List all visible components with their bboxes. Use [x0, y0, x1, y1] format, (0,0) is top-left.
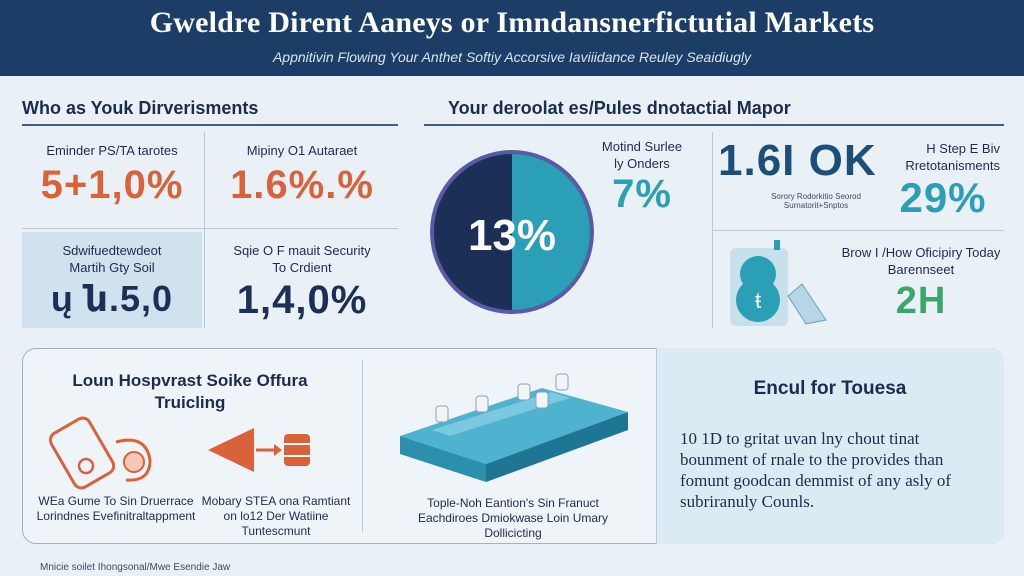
tray-slot-2	[476, 402, 538, 422]
big-stat: 1.6I OK Sorory Rodorkitio Seorod Surnato…	[718, 136, 878, 210]
stat-card-2-value: 1.6%.%	[230, 163, 374, 207]
stat-card-4-label: Sqie O F mauit Security To Crdient	[233, 243, 371, 275]
small-stat: Motind Surlee ly Onders 7%	[592, 138, 692, 217]
bottom-right-title: Encul for Touesa	[753, 378, 907, 399]
footer-note: Mnicie soilet Ihongsonal/Mwe Esendie Jaw	[40, 562, 231, 573]
left-grid-vdivider	[204, 132, 205, 328]
pie-chart: 13%	[430, 150, 594, 314]
step-stat-label: H Step E Biv Rretotanisments	[905, 141, 1000, 173]
tray-illustration	[400, 373, 628, 482]
left-section-rule	[22, 124, 398, 126]
caption-b: Mobary STEA ona Ramtiant on lo12 Der Wat…	[201, 494, 351, 538]
bottom-divider	[362, 360, 363, 532]
coin-symbol: ŧ	[755, 288, 761, 313]
left-section-title: Who as Youk Dirverisments	[22, 98, 259, 118]
coin-icon: ŧ	[730, 240, 827, 326]
stat-card-4: Sqie O F mauit Security To Crdient 1,4,0…	[206, 242, 398, 323]
bottom-right-text: 10 1D to gritat uvan lny chout tinat bou…	[680, 429, 952, 511]
stat-card-2: Mipiny O1 Autaraet 1.6%.%	[206, 142, 398, 208]
bottom-right-box	[656, 348, 1004, 544]
arrow-cylinder-icon	[208, 428, 310, 472]
step-stat: H Step E Biv Rretotanisments 29%	[882, 140, 1004, 222]
tray-top-shape	[400, 388, 628, 464]
phone-icon	[48, 416, 152, 490]
right-grid-hdivider	[712, 230, 1004, 231]
big-stat-value: 1.6I OK	[718, 136, 877, 185]
brow-stat-label: Brow I /How Oficipiry Today Barennseet	[841, 245, 1001, 277]
stat-card-1-label: Eminder PS/TA tarotes	[46, 143, 178, 158]
tray-cup-3	[517, 383, 531, 401]
hand-shape	[115, 438, 152, 482]
stat-card-2-label: Mipiny O1 Autaraet	[246, 143, 358, 158]
phone-body-shape	[48, 416, 116, 490]
stat-card-1-value: 5+1,0%	[40, 163, 184, 207]
stat-card-1: Eminder PS/TA tarotes 5+1,0%	[22, 142, 202, 208]
tray-cup-2	[475, 395, 489, 413]
tray-cup-4	[535, 391, 549, 409]
tray-slot-1	[432, 416, 494, 436]
hand-palm-shape	[123, 451, 145, 473]
brow-stat: Brow I /How Oficipiry Today Barennseet 2…	[838, 244, 1004, 323]
header-banner: Gweldre Dirent Aaneys or Imndansnerfictu…	[0, 0, 1024, 76]
stat-card-3: Sdwifuedtewdeot Martih Gty Soil ų ն.5,0	[22, 232, 202, 328]
stat-card-4-value: 1,4,0%	[236, 278, 368, 322]
phone-button-shape	[77, 457, 95, 475]
page-title: Gweldre Dirent Aaneys or Imndansnerfictu…	[149, 6, 875, 39]
caption-a: WEa Gume To Sin Druerrace Lorindnes Evef…	[36, 494, 196, 523]
bottom-left-title: Loun Hospvrast Soike Offura Truicling	[72, 371, 308, 412]
pie-center-label: 13%	[468, 211, 556, 260]
left-grid-hdivider	[22, 228, 398, 229]
small-stat-value: 7%	[612, 172, 672, 216]
pie-slice-teal	[512, 154, 590, 310]
tray-cup-1	[435, 405, 449, 423]
step-stat-value: 29%	[899, 174, 987, 221]
stat-card-3-label: Sdwifuedtewdeot Martih Gty Soil	[62, 243, 162, 275]
tray-left-side-shape	[400, 436, 486, 482]
cylinder-shape	[284, 434, 310, 466]
small-stat-label: Motind Surlee ly Onders	[601, 139, 683, 171]
tray-right-side-shape	[486, 412, 628, 482]
brow-stat-value: 2H	[895, 280, 947, 322]
page-subtitle: Appnitivin Flowing Your Anthet Softiy Ac…	[272, 49, 752, 65]
big-stat-note: Sorory Rodorkitio Seorod Surnatorit+Snpt…	[771, 192, 861, 210]
coin-bottom-shape	[736, 278, 780, 322]
arrow-triangle-shape	[208, 428, 254, 472]
leaf-shape	[787, 283, 827, 325]
coin-tab-shape	[774, 240, 780, 250]
tray-cup-5	[555, 373, 569, 391]
arrow-head-shape	[274, 444, 282, 456]
caption-mid: Tople-Noh Eantion's Sin Franuct Eachdiro…	[417, 496, 609, 540]
right-section-title: Your deroolat es/Pules dnotactial Mapor	[448, 98, 791, 118]
stat-card-3-value: ų ն.5,0	[50, 278, 174, 319]
right-section-rule	[424, 124, 1004, 126]
